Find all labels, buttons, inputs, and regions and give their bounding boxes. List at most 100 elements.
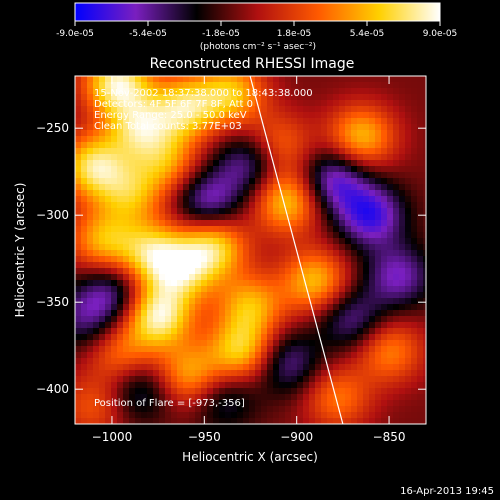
heatmap-cell	[399, 154, 406, 161]
heatmap-cell	[189, 310, 196, 317]
heatmap-cell	[285, 286, 292, 293]
heatmap-cell	[333, 358, 340, 365]
heatmap-cell	[333, 334, 340, 341]
heatmap-cell	[75, 106, 82, 113]
heatmap-cell	[267, 346, 274, 353]
heatmap-cell	[147, 238, 154, 245]
heatmap-cell	[231, 262, 238, 269]
heatmap-cell	[201, 316, 208, 323]
heatmap-cell	[279, 352, 286, 359]
heatmap-cell	[183, 370, 190, 377]
heatmap-cell	[165, 340, 172, 347]
heatmap-cell	[123, 286, 130, 293]
heatmap-cell	[243, 166, 250, 173]
heatmap-cell	[105, 412, 112, 419]
heatmap-cell	[405, 238, 412, 245]
heatmap-cell	[147, 328, 154, 335]
y-axis-label: Heliocentric Y (arcsec)	[13, 183, 27, 318]
heatmap-cell	[405, 358, 412, 365]
heatmap-cell	[195, 298, 202, 305]
heatmap-cell	[81, 304, 88, 311]
heatmap-cell	[345, 292, 352, 299]
heatmap-cell	[123, 220, 130, 227]
heatmap-cell	[297, 166, 304, 173]
heatmap-cell	[315, 256, 322, 263]
heatmap-cell	[87, 412, 94, 419]
heatmap-cell	[141, 280, 148, 287]
heatmap-cell	[177, 178, 184, 185]
heatmap-cell	[165, 364, 172, 371]
heatmap-cell	[231, 286, 238, 293]
heatmap-cell	[165, 352, 172, 359]
heatmap-cell	[279, 382, 286, 389]
heatmap-cell	[183, 376, 190, 383]
heatmap-cell	[141, 412, 148, 419]
heatmap-cell	[99, 142, 106, 149]
heatmap-cell	[381, 358, 388, 365]
heatmap-cell	[147, 316, 154, 323]
heatmap-cell	[273, 328, 280, 335]
heatmap-cell	[321, 124, 328, 131]
heatmap-cell	[207, 358, 214, 365]
heatmap-cell	[249, 304, 256, 311]
heatmap-cell	[369, 136, 376, 143]
heatmap-cell	[171, 250, 178, 257]
heatmap-cell	[357, 382, 364, 389]
heatmap-cell	[105, 142, 112, 149]
heatmap-cell	[363, 130, 370, 137]
heatmap-cell	[267, 208, 274, 215]
heatmap-cell	[411, 190, 418, 197]
heatmap-cell	[201, 322, 208, 329]
heatmap-cell	[207, 232, 214, 239]
heatmap-cell	[159, 172, 166, 179]
heatmap-cell	[411, 334, 418, 341]
heatmap-cell	[339, 154, 346, 161]
heatmap-cell	[171, 148, 178, 155]
heatmap-cell	[75, 346, 82, 353]
heatmap-cell	[369, 238, 376, 245]
heatmap-cell	[375, 376, 382, 383]
heatmap-cell	[315, 298, 322, 305]
heatmap-cell	[255, 394, 262, 401]
heatmap-cell	[411, 124, 418, 131]
heatmap-cell	[111, 220, 118, 227]
heatmap-cell	[153, 370, 160, 377]
heatmap-cell	[321, 178, 328, 185]
heatmap-cell	[417, 310, 424, 317]
heatmap-cell	[249, 346, 256, 353]
heatmap-cell	[399, 130, 406, 137]
heatmap-cell	[171, 244, 178, 251]
heatmap-cell	[189, 148, 196, 155]
heatmap-cell	[387, 232, 394, 239]
heatmap-cell	[321, 214, 328, 221]
heatmap-cell	[393, 394, 400, 401]
heatmap-cell	[291, 160, 298, 167]
heatmap-cell	[225, 370, 232, 377]
heatmap-cell	[129, 202, 136, 209]
heatmap-cell	[285, 112, 292, 119]
heatmap-cell	[387, 94, 394, 101]
heatmap-cell	[321, 250, 328, 257]
heatmap-cell	[417, 208, 424, 215]
heatmap-cell	[357, 334, 364, 341]
heatmap-cell	[141, 76, 148, 83]
heatmap-cell	[99, 310, 106, 317]
heatmap-cell	[411, 130, 418, 137]
heatmap-cell	[147, 382, 154, 389]
heatmap-cell	[363, 166, 370, 173]
heatmap-cell	[81, 244, 88, 251]
heatmap-cell	[135, 244, 142, 251]
heatmap-cell	[255, 298, 262, 305]
heatmap-cell	[171, 370, 178, 377]
heatmap-cell	[165, 220, 172, 227]
heatmap-cell	[375, 166, 382, 173]
heatmap-cell	[135, 286, 142, 293]
heatmap-cell	[123, 412, 130, 419]
heatmap-cell	[201, 196, 208, 203]
heatmap-cell	[147, 256, 154, 263]
heatmap-cell	[285, 118, 292, 125]
heatmap-cell	[411, 292, 418, 299]
heatmap-cell	[141, 352, 148, 359]
heatmap-cell	[387, 358, 394, 365]
heatmap-cell	[399, 250, 406, 257]
